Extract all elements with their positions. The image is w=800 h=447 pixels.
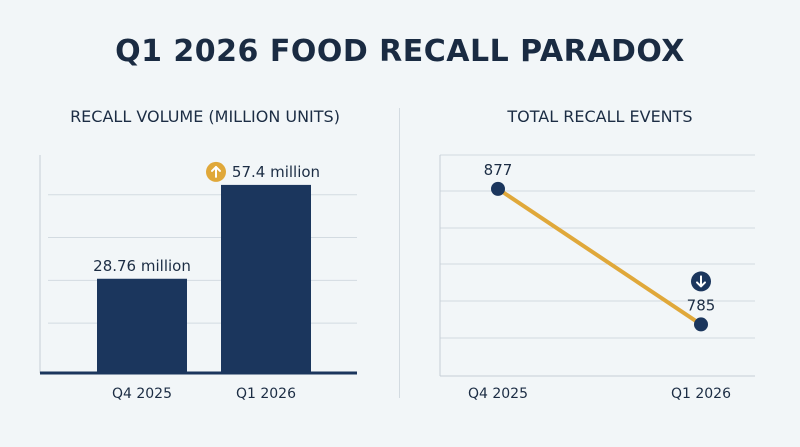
events-data-label: 785 bbox=[687, 296, 716, 314]
volume-bar bbox=[221, 184, 311, 373]
panel-divider bbox=[399, 108, 400, 398]
arrow-up-icon-arrow bbox=[211, 165, 221, 178]
volume-data-label: 57.4 million bbox=[232, 163, 320, 181]
volume-bar bbox=[97, 278, 187, 373]
arrow-down-icon-arrow bbox=[696, 275, 706, 288]
page-title: Q1 2026 FOOD RECALL PARADOX bbox=[115, 34, 685, 69]
arrow-up-icon bbox=[206, 161, 226, 182]
events-category-label: Q1 2026 bbox=[671, 386, 731, 402]
volume-category-label: Q1 2026 bbox=[236, 386, 296, 402]
events-data-label: 877 bbox=[484, 161, 513, 179]
events-point bbox=[694, 317, 708, 332]
volume-data-label: 28.76 million bbox=[93, 257, 191, 275]
events-series-line bbox=[496, 186, 703, 327]
arrow-down-icon bbox=[691, 271, 711, 292]
events-category-label: Q4 2025 bbox=[468, 386, 528, 402]
events-chart-title: TOTAL RECALL EVENTS bbox=[507, 107, 693, 126]
events-point bbox=[491, 181, 505, 196]
volume-chart-title: RECALL VOLUME (MILLION UNITS) bbox=[70, 107, 340, 126]
volume-category-label: Q4 2025 bbox=[112, 386, 172, 402]
